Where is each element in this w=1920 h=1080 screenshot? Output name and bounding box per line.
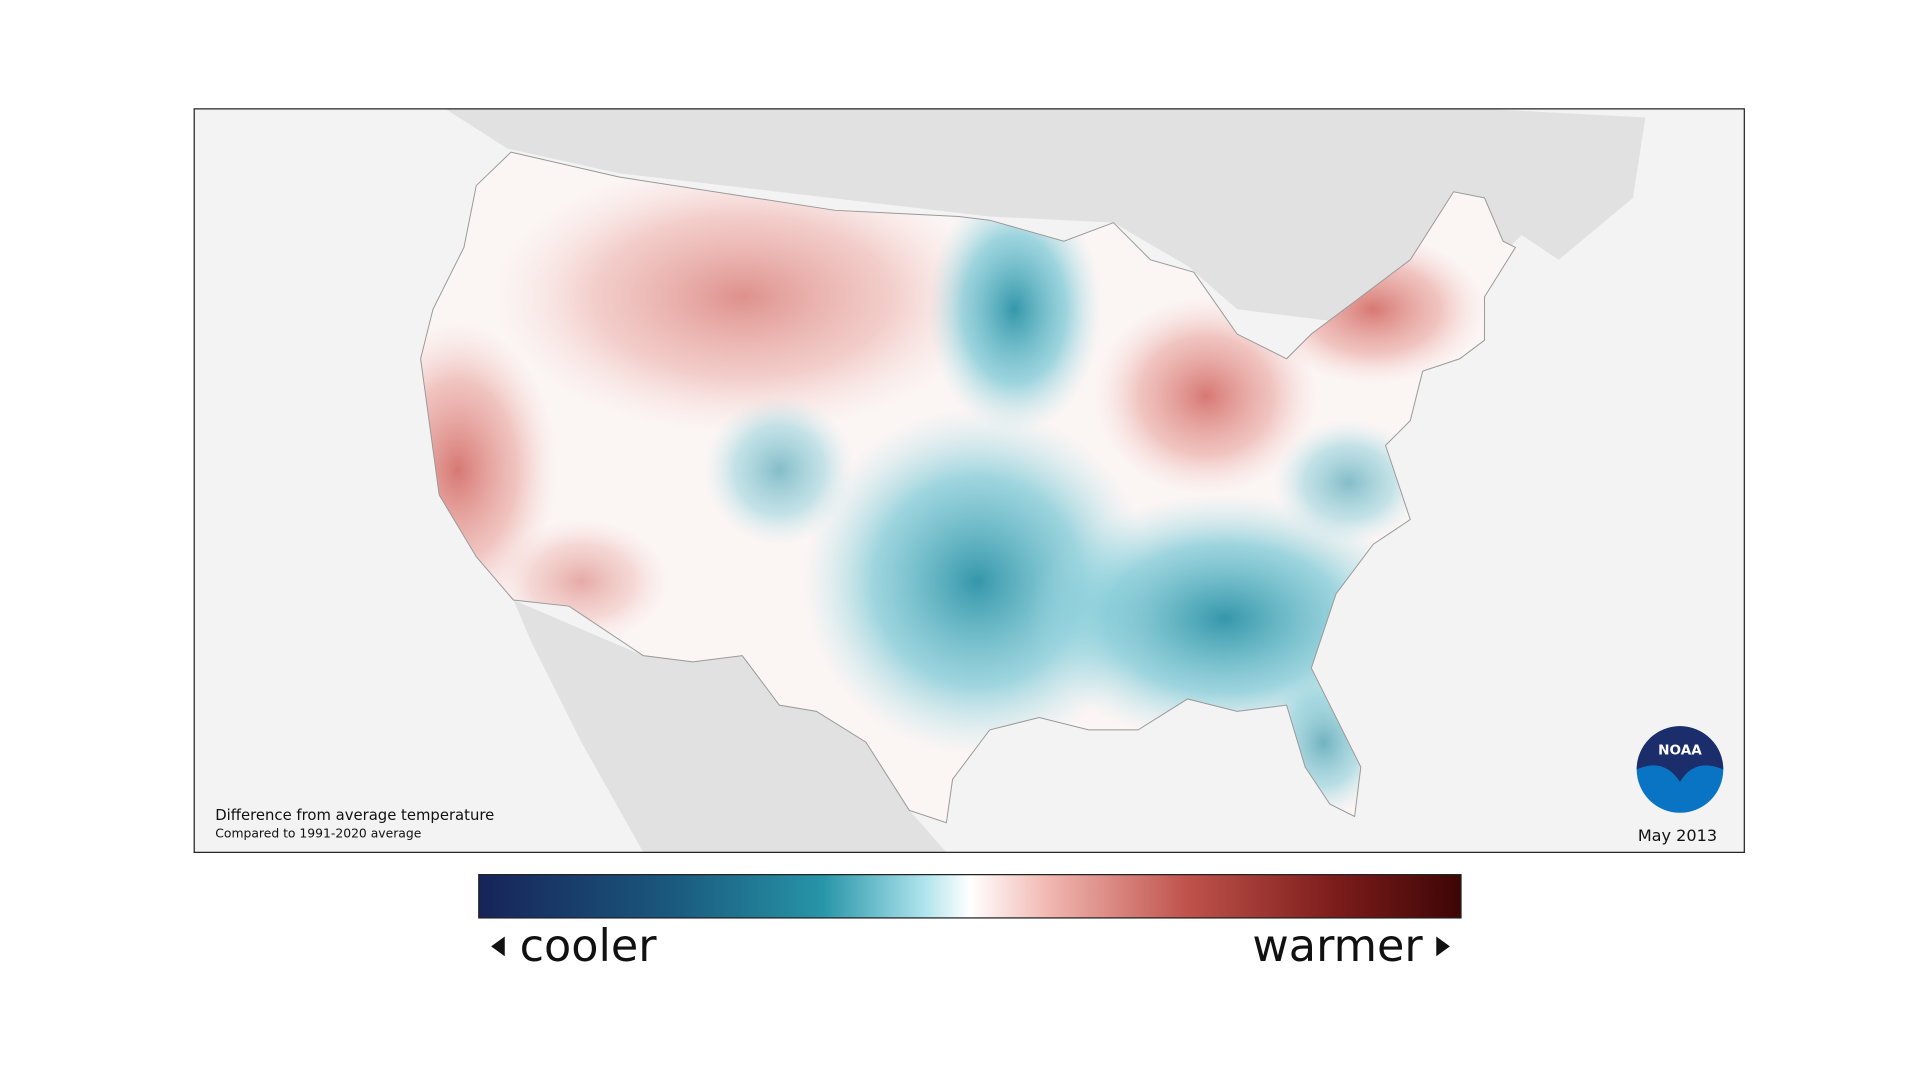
left-arrow: [491, 936, 505, 957]
map-frame: [193, 108, 1745, 853]
caption: Difference from average temperature: [215, 807, 494, 824]
subcaption: Compared to 1991-2020 average: [215, 827, 421, 841]
warm-area: [420, 321, 557, 619]
map-group: NOAA Difference from average temperature…: [193, 108, 1745, 972]
us-outline: [420, 151, 1517, 824]
canada: [445, 108, 1646, 322]
low-label: cooler: [520, 920, 658, 972]
right-arrow: [1436, 936, 1450, 957]
high-label: warmer: [1252, 920, 1423, 972]
logo-text: NOAA: [1658, 743, 1702, 759]
mexico: [513, 599, 947, 853]
warm-area: [494, 160, 990, 433]
map-area: NOAA: [194, 108, 1745, 853]
color-bar: [478, 874, 1462, 919]
date: May 2013: [1638, 826, 1717, 845]
cool-area: [1274, 420, 1423, 545]
cool-area: [927, 185, 1102, 433]
logo-top: [1636, 726, 1724, 782]
cool-area: [705, 395, 854, 545]
